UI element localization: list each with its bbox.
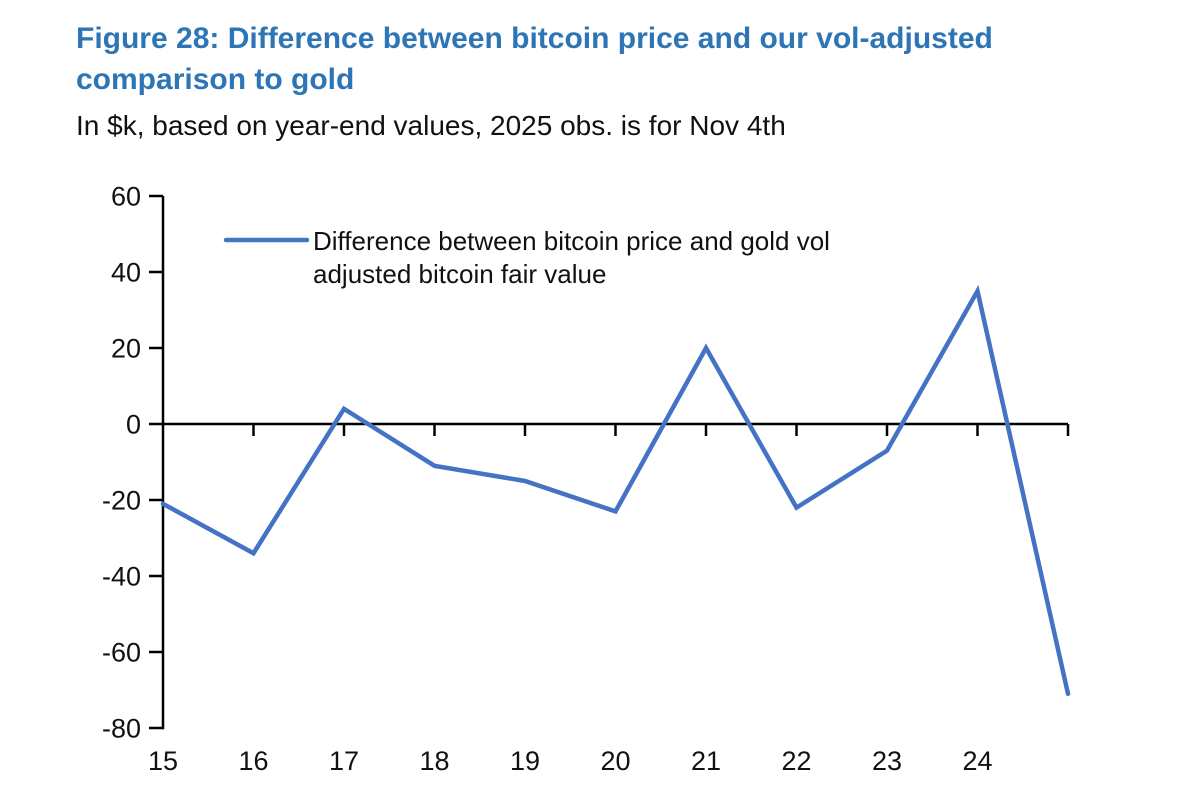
x-tick-labels: 15 16 17 18 19 20 21 22 23 24 xyxy=(148,746,993,776)
y-tick-label: 60 xyxy=(111,181,141,211)
y-tick-label: -40 xyxy=(102,561,141,591)
data-line xyxy=(160,284,1071,697)
x-tick-label: 17 xyxy=(329,746,359,776)
x-tick-label: 18 xyxy=(419,746,449,776)
y-tick-label: -80 xyxy=(102,713,141,743)
x-tick-label: 21 xyxy=(691,746,721,776)
y-tick-label: -20 xyxy=(102,485,141,515)
legend-label-line-2: adjusted bitcoin fair value xyxy=(313,259,607,289)
x-tick-label: 19 xyxy=(510,746,540,776)
figure-title-line-2: comparison to gold xyxy=(76,63,355,96)
legend: Difference between bitcoin price and gol… xyxy=(313,225,830,291)
y-tick-label: -60 xyxy=(102,637,141,667)
figure-title-line-1: Figure 28: Difference between bitcoin pr… xyxy=(76,22,993,55)
x-tick-label: 20 xyxy=(600,746,630,776)
y-tick-label: 20 xyxy=(111,333,141,363)
figure-subtitle: In $k, based on year-end values, 2025 ob… xyxy=(76,110,786,141)
x-axis xyxy=(163,422,1070,436)
x-tick-label: 16 xyxy=(238,746,268,776)
y-tick-label: 0 xyxy=(126,409,141,439)
figure-title: Figure 28: Difference between bitcoin pr… xyxy=(76,18,1096,100)
x-tick-label: 22 xyxy=(781,746,811,776)
y-axis: 60 40 20 0 -20 -40 -60 -80 xyxy=(102,181,165,743)
x-tick-label: 15 xyxy=(148,746,178,776)
y-tick-label: 40 xyxy=(111,257,141,287)
x-tick-label: 23 xyxy=(872,746,902,776)
legend-label-line-1: Difference between bitcoin price and gol… xyxy=(313,226,830,256)
x-tick-label: 24 xyxy=(962,746,992,776)
